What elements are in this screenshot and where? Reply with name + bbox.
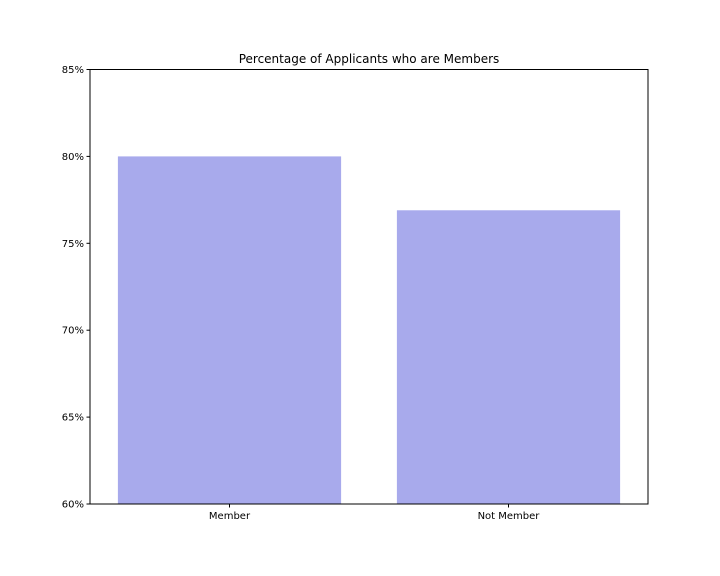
plot-frame [89,69,649,505]
x-tick-label: Member [209,511,251,522]
y-tick-label: 80% [62,152,84,163]
y-tick-label: 60% [62,500,84,511]
bar-member [117,156,342,504]
y-tick-label: 85% [62,65,84,76]
bars-group [117,156,621,504]
chart-title: Percentage of Applicants who are Members [239,52,500,66]
y-tick-label: 70% [62,326,84,337]
y-tick-label: 65% [62,413,84,424]
y-tick-label: 75% [62,239,84,250]
bar-not-member [396,210,621,504]
x-axis: Member Not Member [209,504,540,522]
y-axis: 60% 65% 70% 75% 80% 85% [62,65,90,511]
x-tick-label: Not Member [478,511,541,522]
